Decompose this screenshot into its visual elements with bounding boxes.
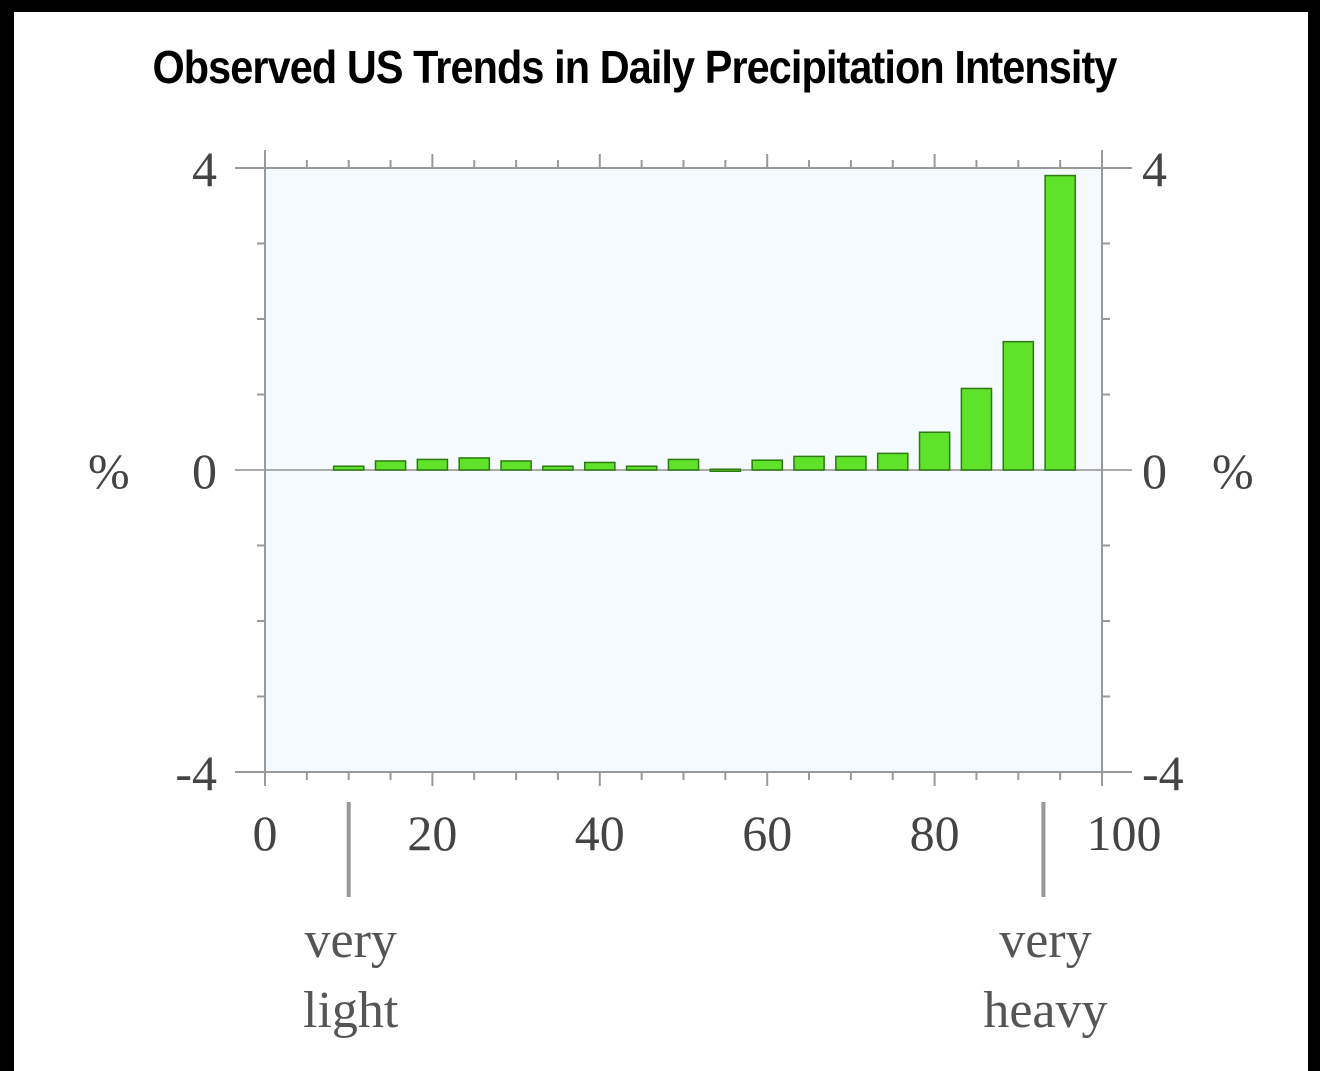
bar-90 bbox=[1002, 340, 1035, 471]
bar-65 bbox=[793, 455, 825, 471]
y-unit-left: % bbox=[88, 443, 130, 499]
y-tick-right-minus4: -4 bbox=[1142, 745, 1184, 801]
bar-30 bbox=[500, 460, 532, 471]
very-heavy-label-line2: heavy bbox=[983, 982, 1107, 1039]
bar-95 bbox=[1044, 174, 1076, 471]
bar-60 bbox=[751, 459, 784, 471]
y-tick-left-0: 0 bbox=[192, 443, 217, 499]
bar-10 bbox=[332, 465, 365, 471]
y-unit-right: % bbox=[1212, 443, 1254, 499]
y-tick-left-minus4: -4 bbox=[175, 745, 217, 801]
bars bbox=[332, 174, 1076, 472]
bar-50 bbox=[667, 458, 700, 471]
very-heavy-label-line1: very bbox=[999, 912, 1091, 969]
bar-35 bbox=[542, 465, 574, 471]
x-tick-0: 0 bbox=[253, 805, 278, 861]
bar-75 bbox=[876, 452, 909, 471]
x-tick-60: 60 bbox=[742, 805, 792, 861]
very-light-label-line2: light bbox=[303, 982, 399, 1039]
bar-40 bbox=[583, 461, 616, 471]
bar-15 bbox=[374, 460, 407, 471]
very-light-label-line1: very bbox=[304, 912, 396, 969]
bar-85 bbox=[960, 387, 993, 471]
bar-45 bbox=[625, 465, 658, 471]
x-tick-20: 20 bbox=[407, 805, 457, 861]
x-tick-100: 100 bbox=[1087, 805, 1162, 861]
y-tick-right-4: 4 bbox=[1142, 141, 1167, 197]
x-tick-40: 40 bbox=[575, 805, 625, 861]
y-tick-left-4: 4 bbox=[192, 141, 217, 197]
chart-title: Observed US Trends in Daily Precipitatio… bbox=[152, 41, 1117, 93]
bar-20 bbox=[416, 458, 449, 471]
bar-55 bbox=[709, 468, 742, 472]
y-tick-right-0: 0 bbox=[1142, 443, 1167, 499]
bar-25 bbox=[458, 457, 491, 471]
bar-70 bbox=[835, 455, 867, 471]
x-tick-80: 80 bbox=[910, 805, 960, 861]
bar-80 bbox=[918, 431, 951, 471]
